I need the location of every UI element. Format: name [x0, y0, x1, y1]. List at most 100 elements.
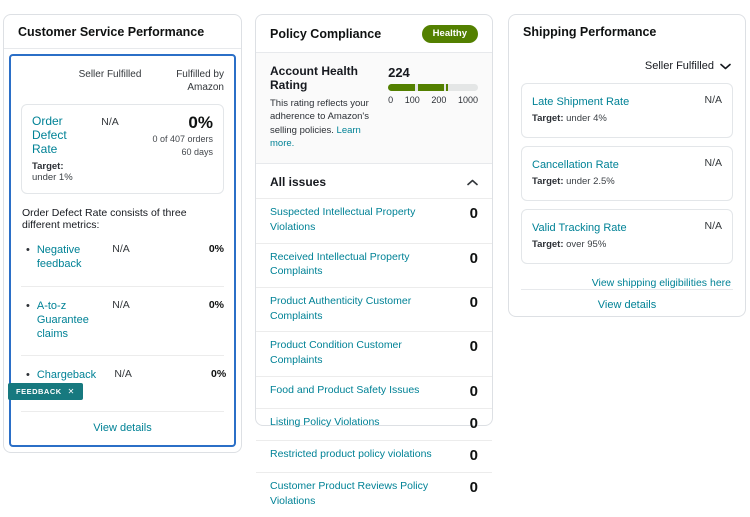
shipping-metric-label-cell: Cancellation Rate Target: under 2.5%: [532, 155, 619, 187]
issue-row: Product Condition Customer Complaints 0: [256, 331, 492, 375]
divider: [4, 48, 241, 49]
column-headers: Seller Fulfilled Fulfilled by Amazon: [21, 64, 224, 104]
all-issues-label: All issues: [270, 175, 327, 190]
shipping-metric-card: Valid Tracking Rate Target: over 95% N/A: [521, 209, 733, 264]
ahr-bar-segment: [417, 84, 444, 91]
panel-header: Shipping Performance: [509, 15, 745, 48]
issue-row: Suspected Intellectual Property Violatio…: [256, 198, 492, 242]
shipping-view-details-link[interactable]: View details: [597, 299, 657, 311]
panel-title: Policy Compliance: [270, 27, 382, 41]
shipping-footer: View details: [521, 289, 733, 320]
odr-fba-window: 60 days: [181, 146, 213, 157]
issue-link[interactable]: Food and Product Safety Issues: [270, 383, 420, 396]
column-header-fulfilled-by-amazon: Fulfilled by Amazon: [176, 69, 224, 93]
panel-policy-compliance: Policy Compliance Healthy Account Health…: [255, 14, 493, 507]
shipping-metric-card: Cancellation Rate Target: under 2.5% N/A: [521, 146, 733, 201]
issue-link[interactable]: Restricted product policy violations: [270, 448, 432, 461]
chevron-up-icon[interactable]: [467, 179, 478, 186]
metric-link[interactable]: A-to-z Guarantee claims: [36, 299, 89, 341]
panel-title: Customer Service Performance: [18, 25, 205, 39]
shipping-metric-target: Target: under 4%: [532, 113, 629, 124]
metric-link[interactable]: Negative feedback: [36, 244, 82, 271]
panel-title: Shipping Performance: [523, 25, 657, 39]
ahr-value: 224: [388, 65, 410, 80]
target-value: over 95%: [566, 239, 607, 250]
ahr-description: This rating reflects your adherence to A…: [270, 97, 376, 150]
shipping-metric-target: Target: over 95%: [532, 239, 627, 250]
metric-fba-value: 0%: [211, 368, 227, 381]
issue-count: 0: [469, 382, 478, 400]
issue-row: Product Authenticity Customer Complaints…: [256, 286, 492, 331]
shipping-body: Seller Fulfilled Late Shipment Rate Targ…: [509, 48, 745, 289]
issue-count: 0: [469, 479, 478, 497]
fulfillment-filter-dropdown[interactable]: Seller Fulfilled: [521, 56, 733, 83]
target-value: under 2.5%: [566, 176, 615, 187]
metric-seller-value: N/A: [114, 368, 132, 381]
ahr-bar-segment: [388, 84, 416, 91]
order-defect-rate-card: Order Defect Rate Target: under 1% N/A 0…: [21, 104, 224, 194]
shipping-metric-value: N/A: [704, 94, 722, 106]
odr-fba-value: 0%: [188, 113, 213, 132]
metric-fba-value: 0%: [208, 298, 224, 311]
chevron-down-icon: [720, 63, 731, 70]
shipping-eligibilities-link[interactable]: View shipping eligibilities here: [591, 277, 731, 289]
shipping-metric-label-cell: Late Shipment Rate Target: under 4%: [532, 92, 629, 124]
shipping-metric-label-cell: Valid Tracking Rate Target: over 95%: [532, 218, 627, 250]
shipping-metric-value: N/A: [704, 157, 722, 169]
ahr-text-block: Account Health Rating This rating reflec…: [270, 64, 376, 150]
issue-link[interactable]: Customer Product Reviews Policy Violatio…: [270, 480, 429, 508]
target-value: under 1%: [32, 172, 73, 183]
divider: [256, 52, 492, 53]
odr-fba-cell: 0% 0 of 407 orders 60 days: [137, 114, 213, 157]
ahr-scale-label: 200: [431, 95, 447, 105]
ahr-bar-marker: [446, 84, 449, 91]
issue-row: Received Intellectual Property Complaint…: [256, 242, 492, 287]
issue-link[interactable]: Product Condition Customer Complaints: [270, 339, 402, 366]
issue-link[interactable]: Listing Policy Violations: [270, 415, 380, 428]
fulfillment-filter-label: Seller Fulfilled: [644, 60, 714, 72]
issue-link[interactable]: Product Authenticity Customer Complaints: [270, 294, 412, 322]
ahr-title: Account Health Rating: [270, 64, 359, 92]
learn-more-link[interactable]: Learn more.: [270, 124, 361, 149]
order-defect-rate-link[interactable]: Order Defect Rate: [32, 114, 67, 156]
issue-count: 0: [469, 414, 478, 432]
feedback-button[interactable]: FEEDBACK ✕: [8, 383, 83, 400]
ahr-scale-label: 1000: [457, 95, 478, 105]
target-label: Target:: [32, 161, 64, 172]
health-status-badge: Healthy: [421, 25, 478, 43]
panel-header: Customer Service Performance: [4, 15, 241, 48]
ahr-scale-label: 0: [388, 95, 394, 105]
account-health-rating-section: Account Health Rating This rating reflec…: [256, 53, 492, 164]
issue-row: Food and Product Safety Issues 0: [256, 375, 492, 408]
close-icon[interactable]: ✕: [67, 387, 75, 396]
target-value: under 4%: [566, 113, 607, 124]
issue-row: Restricted product policy violations 0: [256, 440, 492, 472]
metric-seller-value: N/A: [112, 298, 130, 311]
column-header-seller-fulfilled: Seller Fulfilled: [78, 69, 142, 80]
target-label: Target:: [532, 113, 564, 124]
ahr-gauge-block: 224 0 100 200 1000: [388, 64, 478, 150]
shipping-metrics-list: Late Shipment Rate Target: under 4% N/A …: [521, 83, 733, 264]
metric-label-cell: Negative feedback: [21, 243, 94, 272]
shipping-metric-link[interactable]: Valid Tracking Rate: [532, 222, 627, 234]
issue-link[interactable]: Received Intellectual Property Complaint…: [270, 250, 410, 278]
issues-list: Suspected Intellectual Property Violatio…: [256, 198, 492, 517]
issue-link[interactable]: Suspected Intellectual Property Violatio…: [270, 206, 416, 233]
metric-label-cell: A-to-z Guarantee claims: [21, 299, 94, 342]
issue-count: 0: [469, 293, 478, 311]
odr-fba-orders: 0 of 407 orders: [152, 134, 213, 145]
panel-header: Policy Compliance Healthy: [256, 15, 492, 52]
shipping-metric-link[interactable]: Cancellation Rate: [532, 159, 619, 171]
issue-count: 0: [469, 447, 478, 465]
issue-count: 0: [469, 338, 478, 356]
ahr-progress-bar: [388, 84, 478, 91]
shipping-metric-value: N/A: [704, 220, 722, 232]
metric-seller-value: N/A: [112, 243, 130, 255]
odr-target: Target: under 1%: [32, 161, 83, 183]
feedback-label: FEEDBACK: [16, 387, 62, 396]
divider: [256, 163, 492, 165]
customer-service-view-details-link[interactable]: View details: [93, 422, 152, 435]
shipping-metric-link[interactable]: Late Shipment Rate: [532, 96, 630, 108]
ahr-scale: 0 100 200 1000: [388, 95, 478, 105]
all-issues-header[interactable]: All issues: [256, 164, 492, 198]
